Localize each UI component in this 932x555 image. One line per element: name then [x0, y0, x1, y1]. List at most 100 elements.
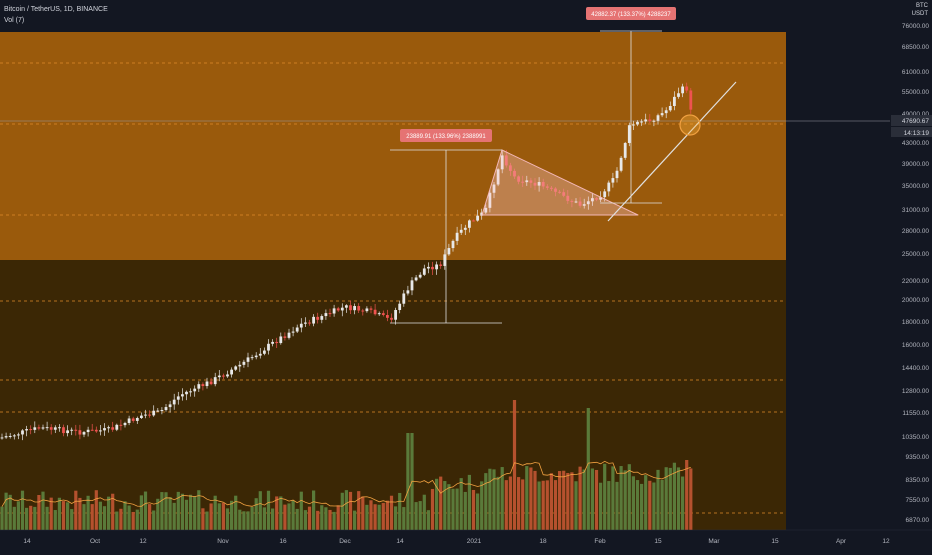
candle-body: [316, 316, 320, 320]
measure-tool-1[interactable]: [390, 149, 502, 324]
candle-body: [591, 198, 594, 202]
volume-bar: [152, 510, 156, 530]
measure-1-label-bg: [400, 129, 492, 142]
candle-body: [135, 418, 139, 421]
volume-bar: [90, 504, 94, 530]
candle-body: [463, 227, 467, 230]
candle-body: [295, 327, 299, 332]
highlight-circle[interactable]: [679, 114, 701, 136]
volume-bar: [94, 490, 98, 530]
volume-bar: [312, 490, 316, 530]
price-tick-label: 35000.00: [902, 183, 929, 190]
volume-bar: [517, 477, 521, 530]
price-axis[interactable]: [890, 0, 932, 530]
volume-bar: [320, 505, 324, 530]
price-tick-label: 22000.00: [902, 278, 929, 285]
candle-body: [217, 375, 221, 378]
candle-body: [632, 124, 635, 126]
candle-body: [660, 113, 664, 116]
volume-bar: [266, 490, 271, 530]
candle-body: [480, 212, 484, 216]
volume-bar: [250, 506, 254, 530]
time-tick-label: 15: [771, 538, 779, 545]
candle-body: [607, 182, 611, 192]
price-tick-label: 76000.00: [902, 23, 929, 30]
volume-bar: [681, 476, 685, 530]
volume-bar: [16, 501, 20, 530]
volume-bar: [184, 499, 189, 530]
candle-body: [340, 307, 344, 311]
candle-body: [25, 429, 28, 431]
volume-bar: [291, 500, 295, 530]
volume-bar: [594, 469, 599, 530]
volume-bar: [578, 466, 582, 530]
price-tick-label: 68500.00: [902, 44, 929, 51]
price-tick-label: 49000.00: [902, 111, 929, 118]
volume-indicator-label[interactable]: Vol (7): [4, 17, 25, 24]
time-tick-label: Oct: [90, 538, 100, 545]
volume-bar: [422, 494, 426, 530]
candle-body: [451, 240, 455, 249]
volume-bar: [418, 501, 422, 530]
volume-bar: [361, 496, 365, 530]
volume-bar: [500, 467, 504, 530]
candle-body: [197, 384, 201, 389]
candle-body: [94, 429, 98, 432]
countdown-tag: 14:13:19: [904, 130, 930, 137]
candle-body: [414, 277, 418, 281]
time-tick-label: 14: [396, 538, 404, 545]
volume-bar: [29, 505, 33, 530]
candle-body: [652, 120, 656, 122]
trend-line[interactable]: [607, 81, 737, 222]
time-tick-label: Dec: [339, 538, 351, 545]
volume-bar: [676, 467, 681, 530]
measure-tool-2[interactable]: [600, 30, 662, 204]
candle-body: [648, 119, 652, 121]
candle-body: [99, 430, 102, 432]
volume-bar: [189, 494, 193, 530]
volume-bar: [406, 433, 410, 530]
price-tick-label: 8350.00: [906, 477, 930, 484]
volume-bar: [353, 510, 357, 530]
volume-bar: [123, 501, 127, 530]
candle-body: [205, 381, 209, 387]
volume-bar: [295, 508, 299, 530]
time-tick-label: 12: [882, 538, 890, 545]
candle-body: [144, 414, 147, 416]
candle-body: [550, 187, 553, 189]
candle-body: [525, 180, 529, 183]
volume-bar: [463, 491, 467, 530]
candle-body: [361, 310, 365, 312]
volume-bar: [660, 479, 664, 530]
triangle-pattern[interactable]: [481, 149, 639, 216]
candle-body: [299, 323, 303, 328]
volume-bar: [25, 507, 29, 530]
symbol-title[interactable]: Bitcoin / TetherUS, 1D, BINANCE: [4, 6, 108, 13]
candle-body: [70, 429, 74, 431]
volume-bar: [225, 508, 230, 530]
candle-body: [418, 274, 422, 278]
volume-bar: [316, 510, 320, 530]
candle-body: [283, 336, 287, 338]
volume-bar: [545, 480, 549, 530]
candle-body: [222, 375, 225, 377]
volume-bar: [98, 501, 102, 530]
candle-body: [349, 305, 352, 311]
candle-body: [410, 280, 414, 291]
volume-bar: [439, 476, 443, 530]
candle-body: [406, 290, 410, 294]
time-tick-label: 15: [654, 538, 662, 545]
volume-bar: [49, 497, 53, 530]
candle-body: [238, 364, 242, 367]
candle-body: [230, 369, 233, 375]
volume-bar: [238, 509, 242, 530]
time-tick-label: 16: [279, 538, 287, 545]
time-axis[interactable]: [0, 530, 932, 550]
candle-body: [455, 232, 459, 241]
candle-body: [545, 186, 549, 188]
volume-bar: [221, 502, 225, 530]
candle-body: [53, 427, 57, 430]
candle-body: [439, 264, 443, 266]
